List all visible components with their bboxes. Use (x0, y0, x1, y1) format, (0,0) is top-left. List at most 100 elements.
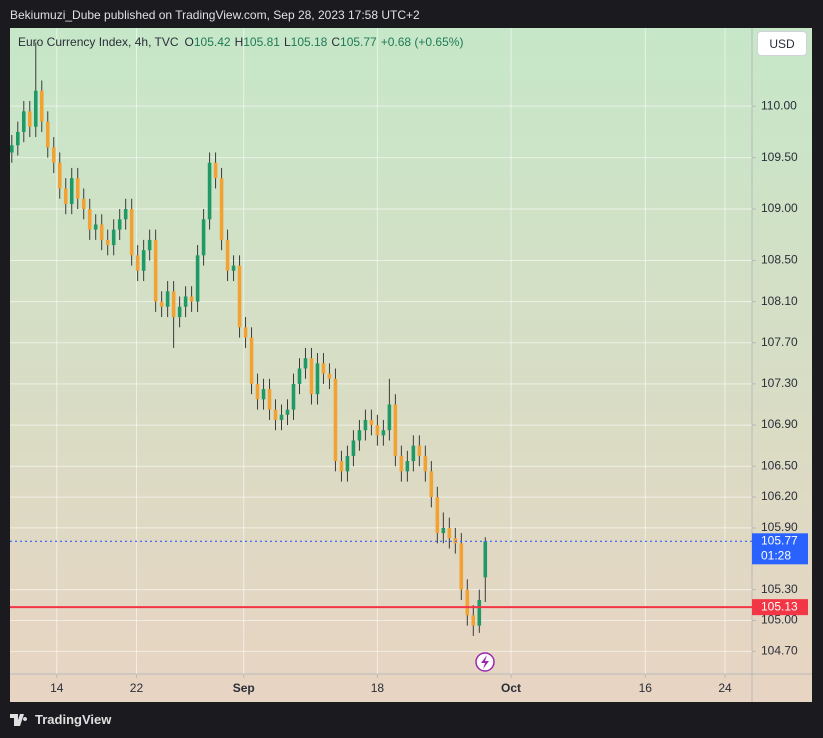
candle-body (15, 131, 20, 146)
candle-body (381, 430, 386, 436)
open-key: O (184, 35, 194, 49)
candle-body (423, 455, 428, 472)
candle-body (207, 162, 212, 220)
candle-body (351, 440, 356, 456)
x-tick-label: 22 (130, 681, 144, 695)
y-tick-label: 106.20 (761, 489, 798, 503)
open-value: 105.42 (193, 35, 231, 49)
candle-body (75, 178, 80, 199)
candle-body (129, 209, 134, 256)
candle-body (369, 419, 374, 426)
y-tick-label: 107.70 (761, 335, 798, 349)
brand: TradingView (35, 712, 112, 727)
candle-body (357, 430, 362, 441)
x-tick-label: Sep (233, 681, 255, 695)
candle-body (135, 255, 140, 271)
candle-body (483, 541, 488, 578)
candle-body (213, 162, 218, 179)
candle-body (99, 224, 104, 240)
y-tick-label: 104.70 (761, 644, 798, 658)
y-tick-label: 108.50 (761, 253, 798, 267)
y-tick-label: 110.00 (761, 98, 797, 112)
x-tick-label: 14 (50, 681, 64, 695)
candle-body (459, 543, 464, 590)
candle-body (45, 121, 50, 148)
candle-body (231, 265, 236, 271)
candle-body (279, 414, 284, 420)
candle-body (105, 239, 110, 246)
candle-body (303, 358, 308, 369)
low-value: 105.18 (290, 35, 328, 49)
ohlc-legend: Euro Currency Index, 4h, TVC O105.42 H105.… (18, 35, 467, 49)
candle-body (33, 90, 38, 127)
candle-body (375, 425, 380, 436)
candle-body (333, 378, 338, 462)
chart-background (10, 28, 812, 702)
candle-body (39, 90, 44, 122)
event-icon-bolt (481, 655, 489, 669)
candle-body (27, 111, 32, 127)
high-value: 105.81 (243, 35, 280, 49)
y-tick-label: 109.50 (761, 150, 798, 164)
candle-body (447, 527, 452, 539)
candle-body (153, 239, 158, 302)
candle-body (177, 306, 182, 318)
y-tick-label: 105.30 (761, 582, 798, 596)
candle-body (147, 239, 152, 251)
candle-body (243, 327, 248, 338)
candle-body (63, 188, 68, 204)
publish-header: Bekiumuzi_Dube published on TradingView.… (10, 8, 420, 22)
candle-body (321, 363, 326, 374)
candle-body (435, 497, 440, 534)
candle-body (51, 147, 56, 163)
candle-body (117, 219, 122, 230)
candle-body (441, 527, 446, 534)
candle-body (201, 219, 206, 256)
brand-logo (10, 713, 28, 726)
y-tick-label: 105.00 (761, 613, 798, 627)
close-key: C (331, 35, 341, 49)
footer: TradingView (10, 712, 111, 727)
candle-body (315, 363, 320, 395)
candle-body (57, 162, 62, 189)
countdown-label: 01:28 (761, 548, 791, 562)
candle-body (159, 301, 164, 307)
candle-body (195, 255, 200, 302)
candle-body (291, 383, 296, 410)
candle-body (225, 239, 230, 271)
candle-body (393, 404, 398, 456)
candle-body (411, 445, 416, 462)
x-tick-label: Oct (501, 681, 521, 695)
y-tick-label: 106.50 (761, 458, 798, 472)
candle-body (339, 461, 344, 472)
plot: 110.00 109.50 109.00 108.50 108.10 107.70 107.… (9, 28, 798, 695)
candle-body (267, 389, 272, 410)
currency-button[interactable]: USD (757, 31, 807, 56)
candle-body (189, 296, 194, 302)
candle-body (249, 337, 254, 384)
candle-body (471, 615, 476, 626)
candle-body (183, 296, 188, 307)
low-key: L (283, 35, 291, 49)
candle-body (165, 291, 170, 307)
candle-body (417, 445, 422, 456)
level-label-box (752, 599, 808, 616)
candle-body (405, 461, 410, 472)
candle-body (363, 419, 368, 431)
candle-body (255, 383, 260, 400)
close-value: 105.77 (340, 35, 377, 49)
candle-body (237, 265, 242, 328)
candle-body (87, 209, 92, 230)
y-tick-label: 109.00 (761, 201, 798, 215)
candle-body (9, 145, 14, 153)
candle-body (123, 209, 128, 220)
candle-body (261, 389, 266, 400)
candle-body (345, 455, 350, 472)
candle-body (327, 373, 332, 379)
x-tick-label: 24 (718, 681, 732, 695)
candle-body (171, 291, 176, 318)
candle-body (81, 198, 86, 210)
x-tick-label: 16 (639, 681, 653, 695)
